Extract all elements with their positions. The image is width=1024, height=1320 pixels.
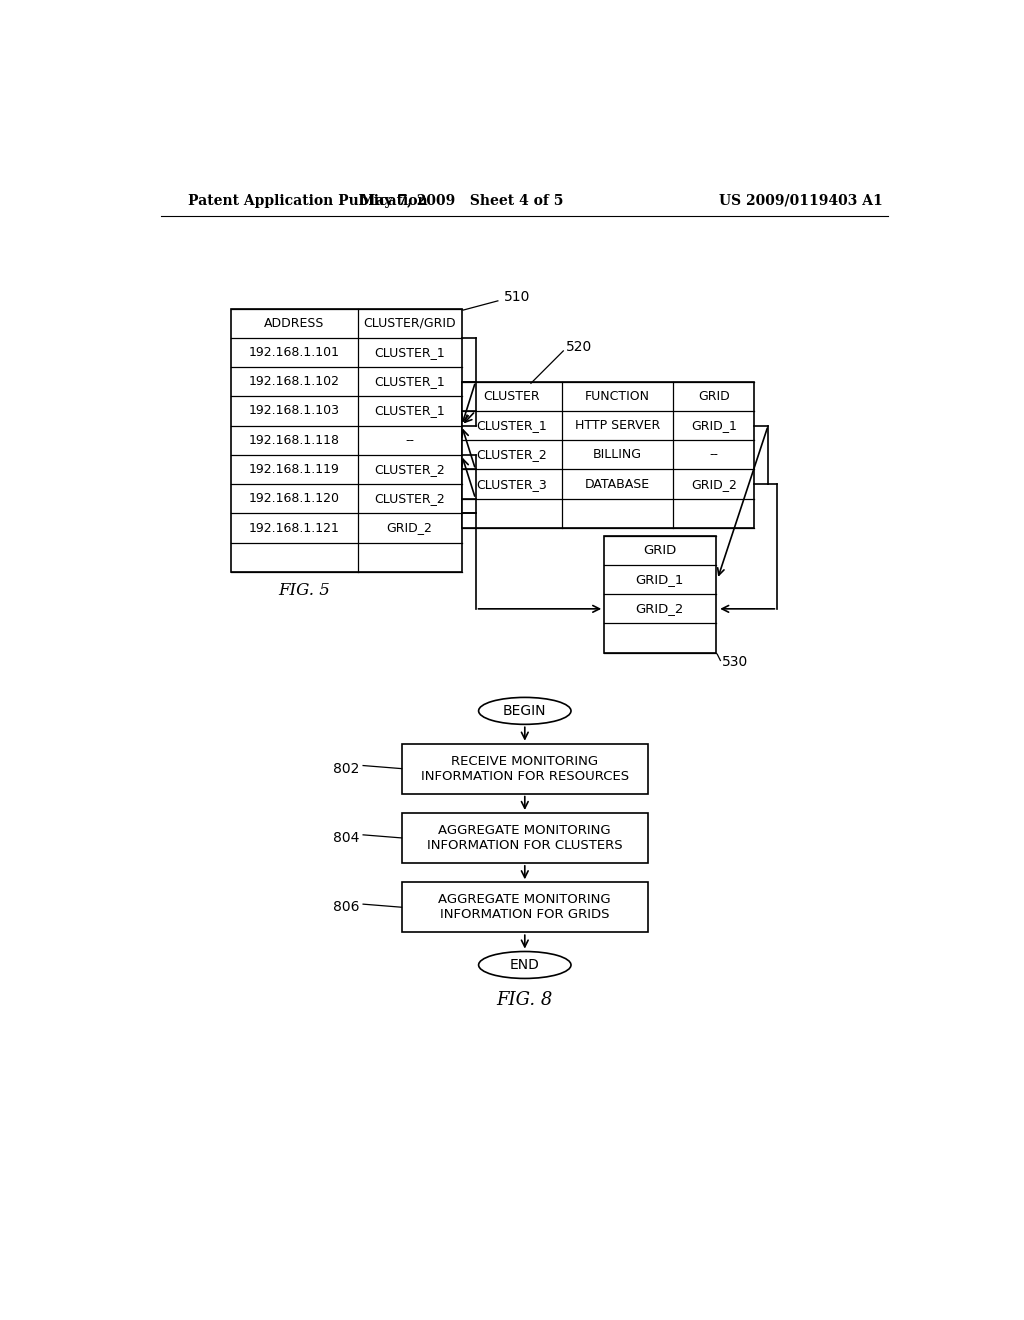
Bar bbox=[401, 882, 648, 932]
Text: 806: 806 bbox=[333, 900, 359, 915]
Text: CLUSTER_2: CLUSTER_2 bbox=[375, 463, 445, 477]
Text: GRID_1: GRID_1 bbox=[636, 573, 684, 586]
Text: 192.168.1.103: 192.168.1.103 bbox=[249, 404, 340, 417]
Text: --: -- bbox=[710, 449, 718, 462]
Text: CLUSTER_1: CLUSTER_1 bbox=[375, 404, 445, 417]
Text: FIG. 5: FIG. 5 bbox=[278, 582, 330, 599]
Text: CLUSTER_2: CLUSTER_2 bbox=[375, 492, 445, 506]
Text: CLUSTER/GRID: CLUSTER/GRID bbox=[364, 317, 456, 330]
Text: FIG. 8: FIG. 8 bbox=[497, 991, 553, 1010]
Text: RECEIVE MONITORING
INFORMATION FOR RESOURCES: RECEIVE MONITORING INFORMATION FOR RESOU… bbox=[421, 755, 629, 783]
Text: May 7, 2009   Sheet 4 of 5: May 7, 2009 Sheet 4 of 5 bbox=[360, 194, 563, 207]
Text: GRID_1: GRID_1 bbox=[691, 418, 737, 432]
Bar bbox=[401, 813, 648, 863]
Text: CLUSTER_2: CLUSTER_2 bbox=[476, 449, 547, 462]
Text: CLUSTER_1: CLUSTER_1 bbox=[375, 375, 445, 388]
Text: ADDRESS: ADDRESS bbox=[264, 317, 325, 330]
Text: GRID_2: GRID_2 bbox=[691, 478, 737, 491]
Text: 510: 510 bbox=[504, 290, 530, 304]
Text: BEGIN: BEGIN bbox=[503, 704, 547, 718]
Text: GRID_2: GRID_2 bbox=[636, 602, 684, 615]
Text: 802: 802 bbox=[333, 762, 359, 776]
Ellipse shape bbox=[478, 697, 571, 725]
Text: END: END bbox=[510, 958, 540, 972]
Text: FUNCTION: FUNCTION bbox=[585, 389, 650, 403]
Text: CLUSTER_1: CLUSTER_1 bbox=[476, 418, 547, 432]
Text: Patent Application Publication: Patent Application Publication bbox=[188, 194, 428, 207]
Bar bbox=[604, 536, 716, 653]
Text: 192.168.1.120: 192.168.1.120 bbox=[249, 492, 340, 506]
Text: BILLING: BILLING bbox=[593, 449, 642, 462]
Text: US 2009/0119403 A1: US 2009/0119403 A1 bbox=[719, 194, 883, 207]
Text: GRID: GRID bbox=[698, 389, 730, 403]
Ellipse shape bbox=[478, 952, 571, 978]
Text: CLUSTER_3: CLUSTER_3 bbox=[476, 478, 547, 491]
Text: AGGREGATE MONITORING
INFORMATION FOR GRIDS: AGGREGATE MONITORING INFORMATION FOR GRI… bbox=[438, 894, 611, 921]
Text: HTTP SERVER: HTTP SERVER bbox=[574, 418, 660, 432]
Text: AGGREGATE MONITORING
INFORMATION FOR CLUSTERS: AGGREGATE MONITORING INFORMATION FOR CLU… bbox=[427, 824, 623, 851]
Text: 520: 520 bbox=[565, 341, 592, 354]
Bar bbox=[462, 381, 755, 528]
Text: GRID_2: GRID_2 bbox=[387, 521, 432, 535]
Text: 192.168.1.102: 192.168.1.102 bbox=[249, 375, 340, 388]
Text: 530: 530 bbox=[722, 655, 749, 669]
Text: 804: 804 bbox=[333, 830, 359, 845]
Text: --: -- bbox=[406, 434, 414, 446]
Bar bbox=[401, 743, 648, 793]
Text: 192.168.1.118: 192.168.1.118 bbox=[249, 434, 340, 446]
Text: 192.168.1.119: 192.168.1.119 bbox=[249, 463, 340, 477]
Text: CLUSTER: CLUSTER bbox=[483, 389, 540, 403]
Text: GRID: GRID bbox=[643, 544, 677, 557]
Bar bbox=[230, 309, 462, 572]
Text: 192.168.1.101: 192.168.1.101 bbox=[249, 346, 340, 359]
Text: 192.168.1.121: 192.168.1.121 bbox=[249, 521, 340, 535]
Text: DATABASE: DATABASE bbox=[585, 478, 650, 491]
Text: CLUSTER_1: CLUSTER_1 bbox=[375, 346, 445, 359]
